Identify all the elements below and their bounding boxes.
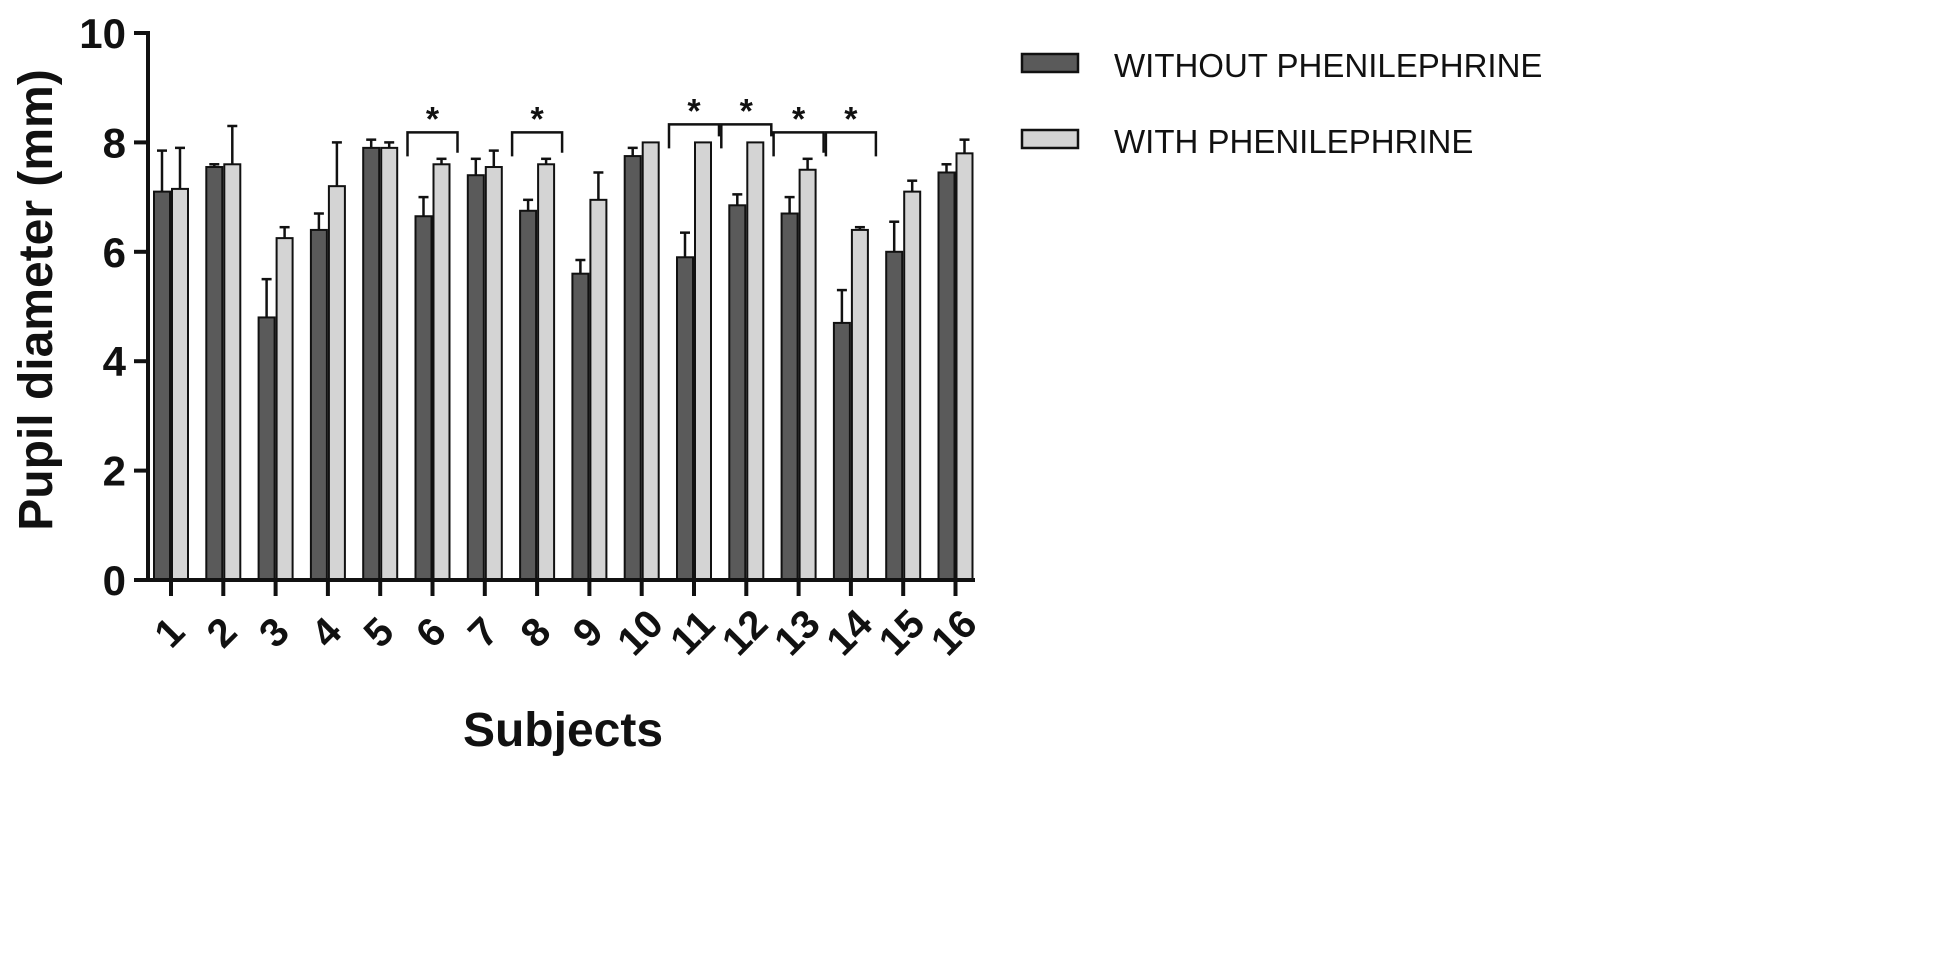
legend-label-without: WITHOUT PHENILEPHRINE — [1114, 47, 1542, 84]
bar — [223, 163, 242, 581]
x-tick-label: 3 — [251, 609, 298, 656]
bar — [380, 146, 399, 581]
significance-bracket — [772, 131, 825, 157]
bar — [171, 187, 189, 582]
bar — [798, 168, 817, 581]
bar — [623, 155, 642, 581]
bar — [362, 146, 381, 581]
bar — [153, 190, 171, 581]
significance-layer: * * * * * * — [406, 92, 878, 157]
y-tick-label: 4 — [103, 338, 127, 385]
x-tick-label: 5 — [356, 609, 403, 656]
bar — [641, 141, 660, 581]
bar — [519, 209, 538, 581]
significance-asterisk: * — [792, 100, 806, 138]
bar — [589, 198, 608, 582]
y-tick-label: 10 — [79, 10, 126, 57]
bar — [414, 215, 433, 581]
bar — [257, 316, 276, 581]
bar — [309, 228, 328, 581]
bar — [728, 204, 747, 581]
significance-bracket — [720, 123, 773, 149]
legend-label-with: WITH PHENILEPHRINE — [1114, 123, 1473, 160]
significance-bracket — [510, 131, 564, 157]
x-tick-label: 7 — [460, 609, 507, 656]
significance-bracket — [667, 123, 721, 149]
bar — [327, 185, 346, 581]
y-axis-title: Pupil diameter (mm) — [10, 69, 63, 530]
bar — [903, 190, 922, 581]
y-tick-label: 6 — [103, 229, 126, 276]
significance-asterisk: * — [740, 92, 754, 130]
significance-asterisk: * — [844, 100, 858, 138]
bar — [676, 256, 694, 581]
bar — [850, 228, 869, 581]
x-tick-label: 8 — [512, 609, 559, 656]
bar — [571, 272, 590, 581]
significance-bracket — [406, 131, 459, 157]
legend: WITHOUT PHENILEPHRINE WITH PHENILEPHRINE — [1020, 47, 1542, 160]
error-bars-layer — [157, 124, 970, 323]
bars-layer — [153, 141, 974, 582]
bar — [746, 141, 765, 581]
x-tick-label: 4 — [303, 609, 350, 656]
bar — [537, 163, 556, 581]
significance-bracket — [824, 131, 878, 157]
y-ticks-layer: 0 2 4 6 8 10 — [79, 10, 148, 604]
bar — [937, 171, 956, 582]
bar — [955, 152, 974, 581]
legend-swatch-without — [1020, 52, 1080, 74]
y-tick-label: 2 — [103, 448, 126, 495]
bar — [780, 212, 799, 581]
significance-asterisk: * — [687, 92, 701, 130]
x-axis-title: Subjects — [463, 704, 663, 757]
legend-swatch-with — [1020, 128, 1080, 150]
y-tick-label: 8 — [103, 119, 126, 166]
bar — [432, 163, 451, 581]
bar — [466, 174, 485, 581]
axes-layer — [146, 31, 975, 582]
x-tick-label: 6 — [408, 609, 455, 656]
significance-asterisk: * — [426, 100, 440, 138]
x-tick-label: 2 — [199, 609, 246, 656]
x-tick-label: 16 — [923, 602, 986, 665]
bar — [484, 166, 503, 581]
bar — [885, 250, 904, 582]
bar — [205, 166, 224, 581]
bar — [832, 321, 851, 581]
x-tick-label: 1 — [146, 609, 193, 656]
significance-asterisk: * — [530, 100, 544, 138]
bar — [694, 141, 712, 581]
x-tick-label: 9 — [565, 609, 612, 656]
bar — [275, 237, 294, 581]
y-tick-label: 0 — [103, 557, 126, 604]
